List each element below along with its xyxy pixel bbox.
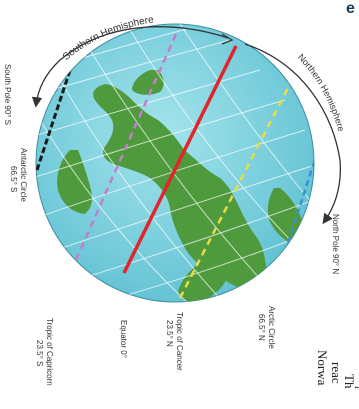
north-pole-label: North Pole 90° N [330,214,340,274]
cutoff-line-2: reac [329,362,344,384]
landmass-south [132,70,164,95]
tropic-cancer-name: Tropic of Cancer [175,312,184,371]
equator-line [122,45,238,274]
cutoff-corner-mark: e [346,0,355,17]
arctic-circle-name: Arctic Circle [267,306,276,349]
arctic-circle-label: Arctic Circle 66.5° N [256,306,276,349]
landmass-continent [93,84,267,292]
cutoff-line-3: Th [342,374,357,389]
antarctic-circle-name: Antarctic Circle [19,148,28,202]
south-pole-text: South Pole 90° S [3,64,12,126]
tropic-cancer-label: Tropic of Cancer 23.5° N [164,312,184,371]
equator-text: Equator 0° [119,320,128,358]
antarctic-circle-lat: 66.5° S [9,166,18,193]
tropic-cancer-lat: 23.5° N [165,320,174,347]
landmass-west [57,150,92,214]
southern-hemisphere-arrow-head-start [221,33,234,45]
cutoff-line-4: r [352,386,359,390]
north-pole-text: North Pole 90° N [331,214,340,275]
antarctic-circle-label: Antarctic Circle 66.5° S [8,148,28,202]
arctic-circle-lat: 66.5° N [257,314,266,341]
tropic-of-cancer-line [178,83,292,299]
tropic-capricorn-name: Tropic of Capricorn [45,318,54,386]
tropic-capricorn-label: Tropic of Capricorn 23.5° S [34,318,54,386]
landmass-north [267,188,304,246]
antarctic-circle-line [36,27,86,171]
tropic-capricorn-lat: 23.5° S [35,340,44,367]
tropic-of-capricorn-line [74,33,178,261]
northern-hemisphere-arrow [244,43,342,225]
southern-hemisphere-arrow [31,26,229,108]
cutoff-line-1: Norwa [315,350,330,386]
south-pole-label: South Pole 90° S [2,64,12,125]
landmass-islands [284,254,304,274]
longitude-grid [39,24,314,302]
equator-label: Equator 0° [118,320,128,358]
